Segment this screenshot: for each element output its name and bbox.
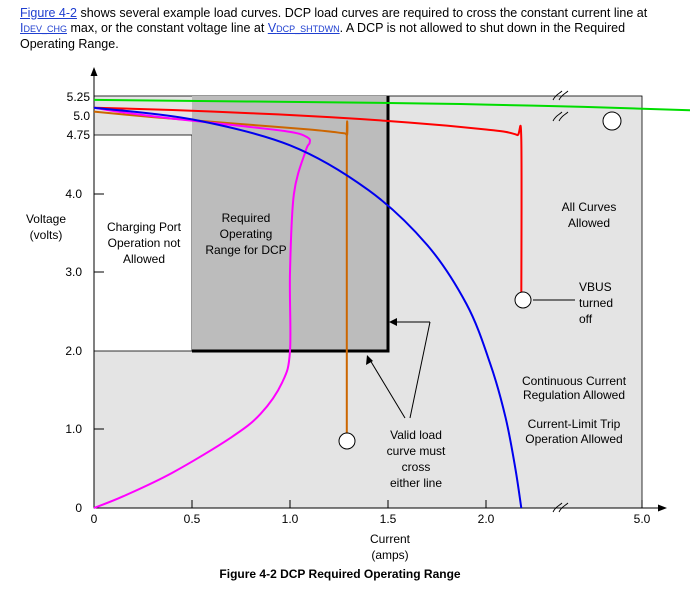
- valid-curve-callout-line-1: [369, 359, 406, 419]
- continuous-label-2: Regulation Allowed: [523, 388, 625, 402]
- x-axis-label: Current: [370, 532, 411, 546]
- current-limit-label-1: Current-Limit Trip: [528, 417, 621, 431]
- valid-curve-callout-arrow-2: [389, 318, 397, 326]
- idev-main: I: [20, 21, 24, 35]
- intro-paragraph: Figure 4-2 shows several example load cu…: [20, 6, 680, 52]
- y-tick-label-0: 0: [75, 501, 82, 515]
- para-text-1: shows several example load curves. DCP l…: [76, 6, 648, 20]
- required-range-label-1: Required: [222, 211, 271, 225]
- required-range-label-2: Operating: [220, 227, 273, 241]
- charging-port-label-2: Operation not: [108, 236, 181, 250]
- valid-curve-label-1: Valid load: [390, 428, 442, 442]
- y-axis-label: Voltage: [26, 212, 66, 226]
- valid-curve-callout-arrow-1: [366, 355, 373, 365]
- green-load-curve: [93, 98, 690, 112]
- all-curves-label-2: Allowed: [568, 216, 610, 230]
- all-curves-label-1: All Curves: [562, 200, 617, 214]
- green-curve-end-marker: [602, 111, 622, 131]
- valid-curve-callout-line-2: [409, 321, 431, 419]
- charging-port-label-3: Allowed: [123, 252, 165, 266]
- current-limit-label-2: Operation Allowed: [525, 432, 622, 446]
- para-text-3: . A DCP is not allowed to shut down in t…: [20, 21, 626, 51]
- load-curves: [93, 98, 690, 509]
- y-tick-label-10: 1.0: [65, 422, 82, 436]
- vbus-label-3: off: [579, 312, 593, 326]
- required-range-label-3: Range for DCP: [205, 243, 286, 257]
- x-tick-label-15: 1.5: [380, 512, 397, 526]
- x-axis-arrow: [658, 504, 667, 512]
- orange-curve-end-marker: [338, 432, 356, 450]
- valid-curve-label-2: curve must: [387, 444, 446, 458]
- y-tick-label-30: 3.0: [65, 265, 82, 279]
- vbus-label-2: turned: [579, 296, 613, 310]
- x-tick-label-05: 0.5: [184, 512, 201, 526]
- charging-port-label-1: Charging Port: [107, 220, 182, 234]
- y-axis-unit: (volts): [30, 228, 63, 242]
- idev-sub: DEV_CHG: [23, 24, 67, 34]
- idev-chg-link[interactable]: IDEV_CHG: [20, 21, 67, 35]
- y-axis-arrow: [90, 67, 98, 76]
- y-tick-label-475: 4.75: [67, 128, 91, 142]
- x-tick-label-20: 2.0: [478, 512, 495, 526]
- axis-break-marks: [552, 90, 569, 513]
- red-curve-end-marker: [514, 291, 532, 309]
- x-tick-label-10: 1.0: [282, 512, 299, 526]
- y-tick-label-40: 4.0: [65, 187, 82, 201]
- continuous-label-1: Continuous Current: [522, 374, 627, 388]
- blue-load-curve: [93, 106, 523, 509]
- charging-port-not-allowed-region: [93, 134, 193, 352]
- required-range-boundary: [192, 96, 390, 353]
- vbus-label-1: VBUS: [579, 280, 612, 294]
- vdcp-main: V: [267, 21, 277, 35]
- red-load-curve: [93, 106, 523, 304]
- vdcp-shtdwn-link[interactable]: VDCP_SHTDWN: [268, 21, 340, 35]
- vdcp-sub: DCP_SHTDWN: [276, 24, 340, 34]
- x-tick-label-50: 5.0: [634, 512, 651, 526]
- x-tick-label-0: 0: [91, 512, 98, 526]
- valid-curve-label-3: cross: [402, 460, 431, 474]
- y-tick-label-20: 2.0: [65, 344, 82, 358]
- magenta-load-curve: [93, 106, 311, 509]
- figure-link[interactable]: Figure 4-2: [20, 6, 77, 20]
- x-axis-unit: (amps): [371, 548, 408, 562]
- valid-curve-label-4: either line: [390, 476, 442, 490]
- para-text-2: max, or the constant voltage line at: [67, 21, 268, 35]
- figure-caption: Figure 4-2 DCP Required Operating Range: [219, 567, 460, 581]
- y-tick-label-525: 5.25: [67, 90, 91, 104]
- y-tick-label-50: 5.0: [73, 109, 90, 123]
